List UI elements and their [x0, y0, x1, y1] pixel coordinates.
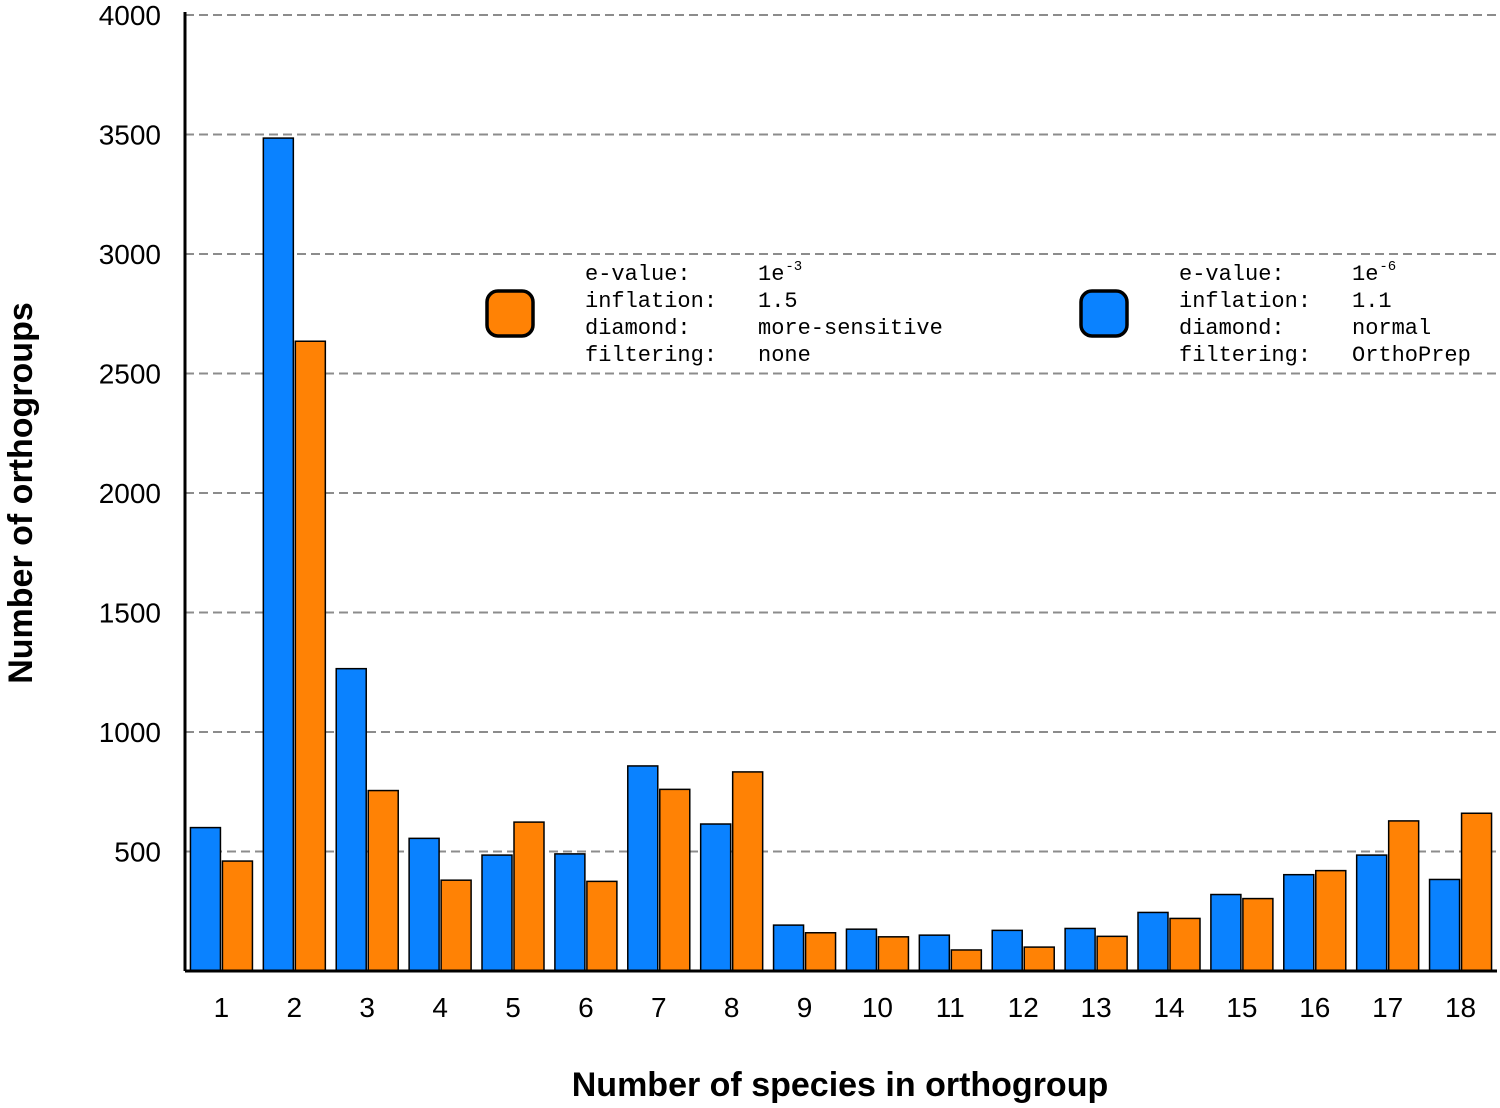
x-tick-label: 17: [1372, 992, 1403, 1023]
bar-series1: [699, 823, 732, 972]
y-tick-label: 500: [114, 837, 161, 868]
x-tick-label: 3: [359, 992, 375, 1023]
x-tick-label: 15: [1226, 992, 1257, 1023]
bar-series1: [189, 826, 222, 972]
x-tick-label: 6: [578, 992, 594, 1023]
bar-series1: [335, 667, 367, 972]
bar-series2: [221, 860, 254, 972]
y-tick-labels: 500 1000 1500 2000 2500 3000 3500 4000: [99, 0, 161, 868]
bar-series1: [772, 924, 805, 972]
bar-series2: [659, 788, 691, 972]
bar-series2: [367, 789, 399, 972]
y-tick-label: 3500: [99, 120, 161, 151]
bar-series2: [1387, 820, 1420, 972]
legend-value: 1e: [1352, 262, 1378, 287]
x-tick-label: 7: [651, 992, 667, 1023]
x-tick-label: 4: [432, 992, 448, 1023]
x-tick-label: 11: [936, 992, 965, 1023]
x-tick-label: 2: [287, 992, 303, 1023]
bar-series1: [845, 928, 878, 972]
legend-value: OrthoPrep: [1352, 343, 1471, 368]
y-tick-label: 1000: [99, 717, 161, 748]
x-tick-label: 13: [1081, 992, 1112, 1023]
bar-series1: [918, 934, 951, 972]
y-tick-label: 1500: [99, 598, 161, 629]
bar-series1: [408, 837, 440, 972]
x-tick-label: 14: [1153, 992, 1184, 1023]
y-tick-label: 3000: [99, 239, 161, 270]
y-tick-label: 4000: [99, 0, 161, 31]
bar-series2: [1023, 946, 1055, 972]
bar-series2: [1242, 897, 1274, 972]
x-tick-label: 8: [724, 992, 740, 1023]
axes: [183, 12, 1497, 973]
legend-key: diamond:: [585, 316, 691, 341]
bar-series2: [1460, 812, 1493, 972]
legend-key: e-value:: [1179, 262, 1285, 287]
y-tick-label: 2000: [99, 478, 161, 509]
legend-key: inflation:: [1179, 289, 1311, 314]
legend-swatch: [485, 289, 535, 338]
legend-value: 1.5: [758, 289, 798, 314]
bar-series2: [1169, 917, 1201, 972]
legend-key: filtering:: [585, 343, 717, 368]
x-tick-label: 18: [1445, 992, 1476, 1023]
bar-series1: [1210, 893, 1242, 972]
bar-series1: [1064, 927, 1096, 972]
legend-value: none: [758, 343, 811, 368]
bar-series2: [804, 932, 837, 972]
bar-series2: [950, 949, 983, 972]
x-tick-labels: 1 2 3 4 5 6 7 8 9 10 11 12 13 14 15 16 17 18: [214, 992, 1476, 1023]
bar-series2: [294, 340, 327, 972]
bar-series1: [1137, 911, 1169, 972]
legend-swatch: [1079, 289, 1129, 338]
bar-series2: [1315, 869, 1347, 972]
legend-value: normal: [1352, 316, 1431, 341]
legend-value: more-sensitive: [758, 316, 943, 341]
y-tick-label: 2500: [99, 359, 161, 390]
bar-series1: [554, 853, 586, 972]
x-tick-label: 12: [1008, 992, 1039, 1023]
gridlines: [185, 14, 1497, 853]
legend-value: 1.1: [1352, 289, 1392, 314]
bar-series2: [877, 936, 910, 972]
legend-key: diamond:: [1179, 316, 1285, 341]
x-tick-label: 5: [505, 992, 521, 1023]
legend-key: e-value:: [585, 262, 691, 287]
bar-series2: [586, 880, 618, 972]
bar-series1: [1428, 878, 1461, 972]
x-tick-label: 10: [862, 992, 893, 1023]
bar-series1: [1283, 873, 1315, 972]
bars: [189, 137, 1493, 972]
bar-series1: [481, 854, 513, 972]
bar-series1: [1355, 854, 1388, 972]
legend-superscript: -3: [785, 259, 802, 275]
legend-superscript: -6: [1379, 259, 1396, 275]
bar-series2: [1096, 935, 1128, 972]
bar-series1: [991, 929, 1023, 972]
bar-series1: [262, 137, 295, 972]
y-axis-title: Number of orthogroups: [2, 302, 40, 684]
x-tick-label: 9: [797, 992, 813, 1023]
x-tick-label: 1: [214, 992, 230, 1023]
bar-series2: [440, 879, 472, 972]
bar-series2: [731, 771, 764, 972]
bar-series2: [513, 821, 545, 972]
bar-series1: [627, 765, 659, 972]
legend-value: 1e: [758, 262, 784, 287]
legend-key: inflation:: [585, 289, 717, 314]
x-axis-title: Number of species in orthogroup: [572, 1066, 1108, 1104]
x-tick-label: 16: [1299, 992, 1330, 1023]
legend-key: filtering:: [1179, 343, 1311, 368]
